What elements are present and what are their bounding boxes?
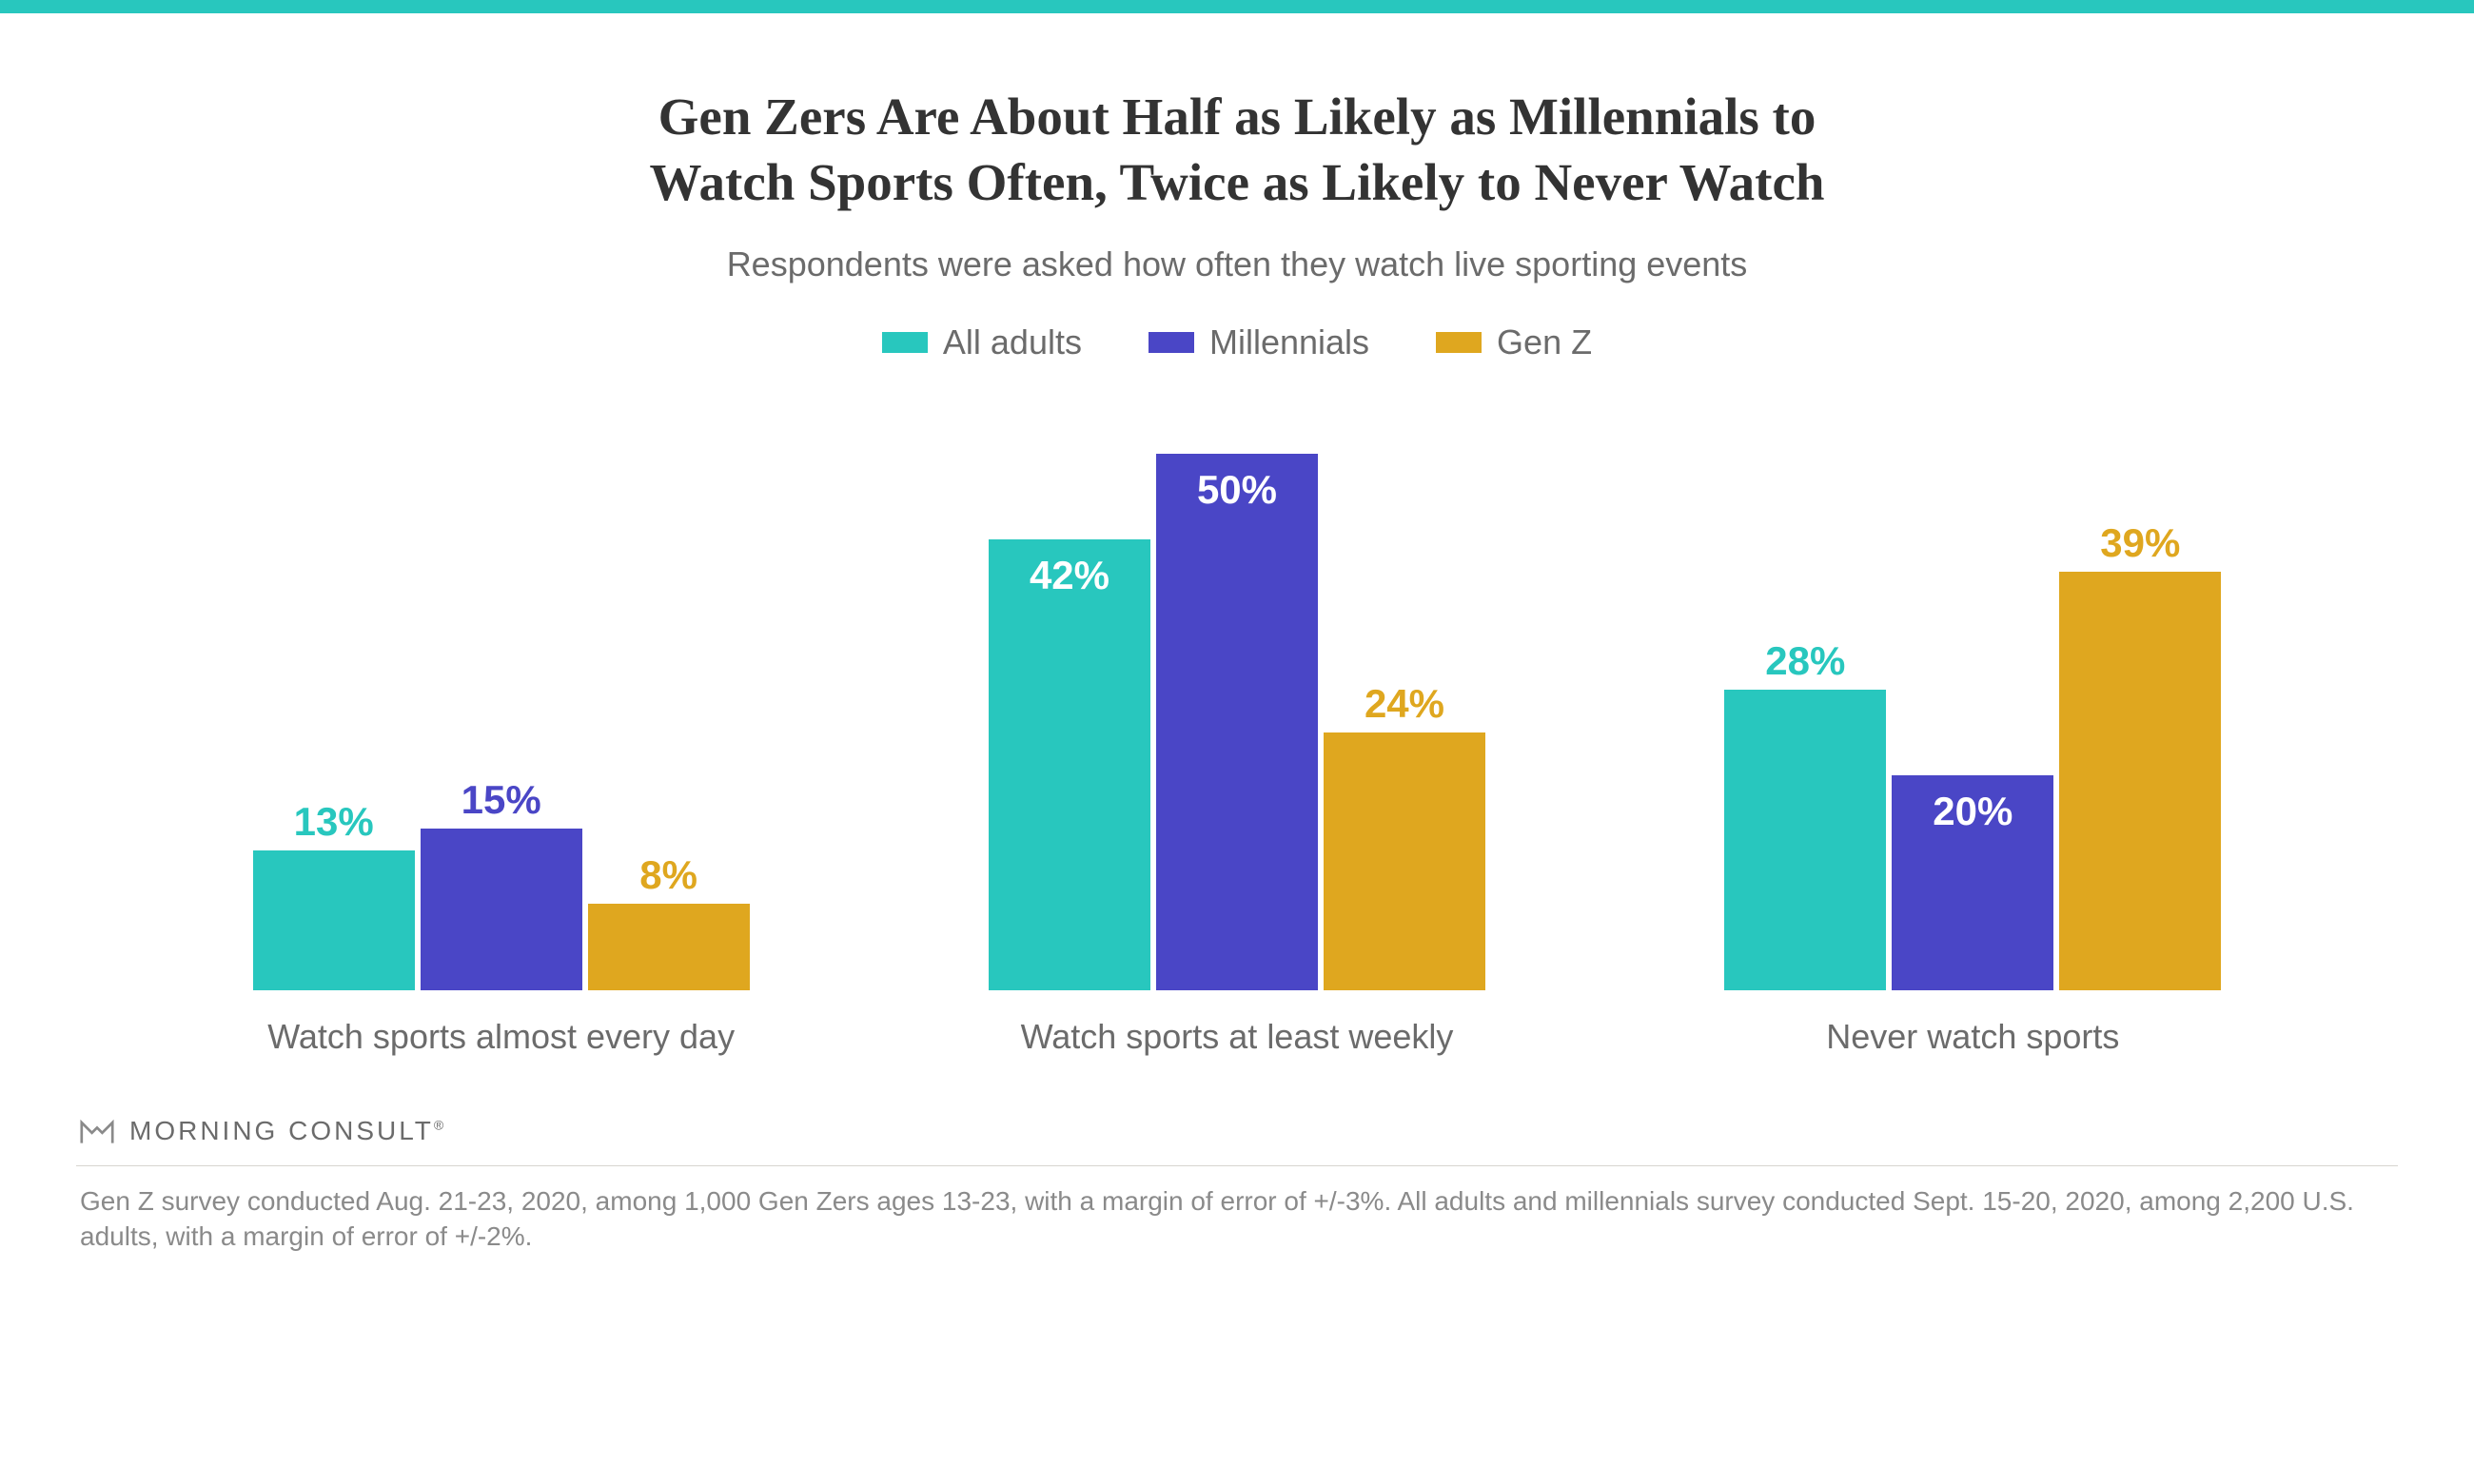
bar: 20% — [1892, 775, 2053, 989]
legend-item: Millennials — [1149, 322, 1369, 362]
bar-value-label: 50% — [1156, 467, 1318, 513]
bar-cluster: 28%20%39%Never watch sports — [1605, 400, 2341, 1057]
bar-cluster: 42%50% 24% Watch sports at least weekly — [869, 400, 1604, 1057]
bar-value-label: 28% — [1724, 638, 1886, 684]
bar-value-label: 8% — [588, 852, 750, 898]
chart-subtitle: Respondents were asked how often they wa… — [76, 244, 2398, 284]
legend-swatch — [1436, 332, 1482, 353]
legend-swatch — [882, 332, 928, 353]
bar-value-label: 20% — [1892, 789, 2053, 834]
bar-value-label: 13% — [253, 799, 415, 845]
chart-container: Gen Zers Are About Half as Likely as Mil… — [0, 13, 2474, 1255]
bar-group: 28%20%39% — [1724, 400, 2221, 990]
legend-item: All adults — [882, 322, 1082, 362]
brand-text: MORNING CONSULT® — [129, 1116, 446, 1146]
brand-registered: ® — [434, 1117, 446, 1132]
brand-row: MORNING CONSULT® — [76, 1114, 2398, 1148]
legend-label: Gen Z — [1497, 322, 1592, 362]
bar-cluster: 13%15%8%Watch sports almost every day — [133, 400, 869, 1057]
morning-consult-logo-icon — [80, 1114, 114, 1148]
bar: 8% — [588, 904, 750, 989]
bar: 28% — [1724, 690, 1886, 990]
bar: 42% — [989, 539, 1150, 989]
category-label: Watch sports almost every day — [267, 1017, 735, 1057]
bar-value-label: 42% — [989, 553, 1150, 598]
category-label: Watch sports at least weekly — [1021, 1017, 1454, 1057]
bar: 13% — [253, 850, 415, 990]
bar-group: 42%50% 24% — [989, 400, 1485, 990]
accent-bar — [0, 0, 2474, 13]
footnote: Gen Z survey conducted Aug. 21-23, 2020,… — [76, 1183, 2398, 1256]
legend-item: Gen Z — [1436, 322, 1592, 362]
bar: 24% — [1324, 732, 1485, 990]
legend-label: All adults — [943, 322, 1082, 362]
chart-area: 13%15%8%Watch sports almost every day42%… — [76, 410, 2398, 1057]
category-label: Never watch sports — [1826, 1017, 2119, 1057]
bar: 50% — [1156, 454, 1318, 990]
brand-name: MORNING CONSULT — [129, 1116, 434, 1145]
chart-title: Gen Zers Are About Half as Likely as Mil… — [285, 85, 2189, 216]
title-line2: Watch Sports Often, Twice as Likely to N… — [650, 153, 1825, 211]
legend-swatch — [1149, 332, 1194, 353]
legend: All adults Millennials Gen Z — [76, 322, 2398, 362]
bar: 39% — [2059, 572, 2221, 990]
divider — [76, 1165, 2398, 1166]
bar-value-label: 15% — [421, 777, 582, 823]
bar-value-label: 24% — [1324, 681, 1485, 727]
bar: 15% — [421, 829, 582, 989]
legend-label: Millennials — [1209, 322, 1369, 362]
bar-group: 13%15%8% — [253, 400, 750, 990]
title-line1: Gen Zers Are About Half as Likely as Mil… — [658, 88, 1816, 146]
bar-value-label: 39% — [2059, 520, 2221, 566]
